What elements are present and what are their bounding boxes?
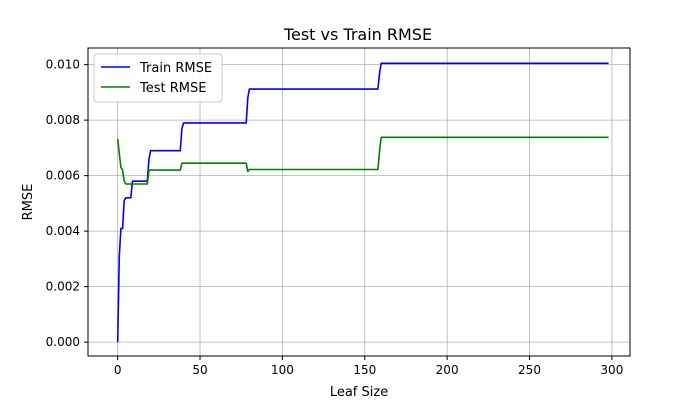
- y-tick-label: 0.008: [46, 113, 80, 127]
- x-tick-label: 150: [353, 363, 376, 377]
- y-tick-label: 0.004: [46, 224, 80, 238]
- train-rmse-line: [116, 62, 609, 343]
- x-tick-label: 300: [600, 363, 623, 377]
- chart-title: Test vs Train RMSE: [283, 25, 432, 44]
- legend-box: [93, 53, 223, 103]
- axis-ticks: 0 50 100 150 200 250 300 0.000 0.002 0.004 0.006 0.…: [46, 58, 624, 377]
- x-axis-title: Leaf Size: [330, 385, 388, 400]
- legend-label-test: Test RMSE: [139, 81, 206, 96]
- plot-frame: [87, 47, 631, 357]
- x-tick-label: 100: [271, 363, 294, 377]
- grid: [88, 48, 630, 356]
- x-tick-label: 250: [518, 363, 541, 377]
- y-tick-label: 0.002: [46, 280, 80, 294]
- y-axis-title: RMSE: [21, 184, 36, 221]
- test-rmse-line: [116, 136, 609, 185]
- x-tick-label: 0: [114, 363, 122, 377]
- plot-series: [116, 62, 609, 343]
- x-tick-label: 200: [436, 363, 459, 377]
- y-tick-label: 0.000: [46, 335, 80, 349]
- y-tick-label: 0.010: [46, 58, 80, 72]
- x-tick-label: 50: [192, 363, 207, 377]
- legend-label-train: Train RMSE: [139, 61, 212, 76]
- y-tick-label: 0.006: [46, 169, 80, 183]
- legend: Train RMSE Test RMSE: [93, 53, 223, 103]
